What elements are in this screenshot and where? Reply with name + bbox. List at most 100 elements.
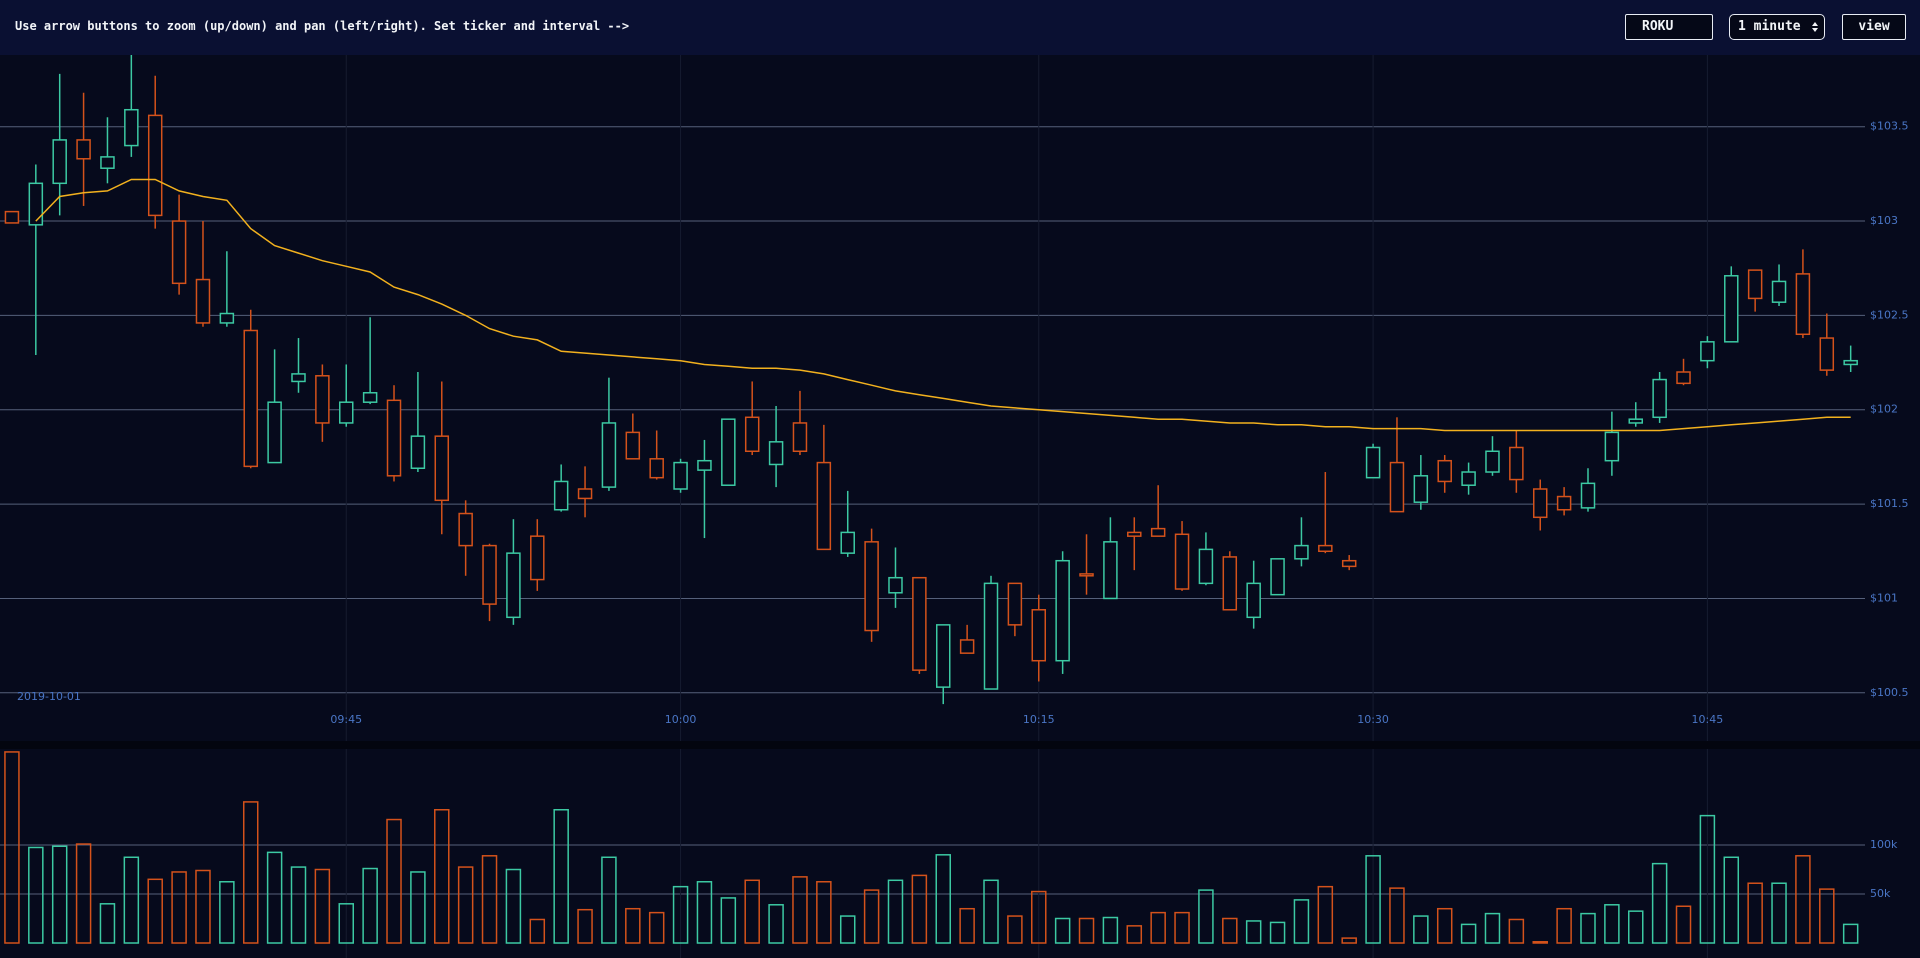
candle-body [649,458,664,479]
y-tick-label: $102 [1870,403,1898,416]
volume-bar [1174,911,1190,944]
candle-body [339,401,354,424]
volume-bar [1054,917,1071,944]
candle-body [1246,582,1261,619]
volume-bar [625,907,641,944]
candle-body [912,576,927,671]
volume-bar [529,918,546,944]
volume-bar [1198,889,1214,944]
ticker-input[interactable]: ROKU [1625,14,1713,40]
candle-body [1604,431,1620,462]
candle-body [1389,461,1405,513]
candle-body [553,480,569,511]
volume-bar [1699,814,1716,944]
candle-body [434,435,450,502]
volume-bar [887,879,904,944]
candle-body [1341,559,1357,568]
y-tick-label: $103.5 [1870,120,1909,133]
interval-select[interactable]: 1 minute [1729,14,1825,40]
candle-body [601,422,617,488]
candle-body [1318,544,1333,553]
x-tick-label: 10:30 [1357,713,1389,726]
volume-bar [51,845,68,944]
candle-body [816,461,832,551]
volume-bar [816,881,832,944]
candle-body [1103,541,1118,600]
view-button[interactable]: view [1842,14,1906,40]
volume-bar [1293,899,1310,944]
candle-body [1270,558,1285,596]
volume-bar [266,851,283,944]
volume-bar [672,885,689,944]
x-tick-label: 10:15 [1023,713,1055,726]
candle-body [744,416,760,453]
candle-body [1150,527,1166,537]
volume-bar [434,808,450,944]
candle-body [840,531,855,554]
volume-bar [457,866,474,944]
volume-bar [410,871,426,944]
volume-bar [1078,917,1095,944]
candle-body [219,312,235,324]
candle-body [792,422,808,453]
candle-body [1413,475,1429,503]
candle-body [52,139,67,185]
toolbar: Use arrow buttons to zoom (up/down) and … [0,0,1920,55]
volume-bar [99,903,116,944]
moving-average [35,178,1851,432]
volume-bar [553,808,569,944]
volume-bar [1556,907,1572,944]
candle-body [983,582,999,690]
volume-bar [1007,915,1023,944]
volume-bar [1532,941,1548,944]
volume-bar [1675,905,1692,944]
volume-bar [1126,925,1143,944]
y-tick-label: $102.5 [1870,308,1909,321]
volume-bar [1317,885,1334,944]
volume-bar [1413,915,1429,944]
volume-bar [1508,918,1525,944]
candle-body [386,399,402,477]
candle-body [243,329,258,468]
volume-bar [1723,856,1740,944]
candle-body [1843,359,1858,366]
volume-bar [1771,882,1787,944]
volume-bar [219,881,235,944]
volume-bar [1269,921,1286,944]
candle-body [410,435,426,469]
candle-body [935,624,951,688]
y-tick-label: $101 [1870,591,1898,604]
candle-body [147,114,163,217]
volume-bar [171,871,187,944]
candle-body [1676,371,1691,385]
candle-body [1532,488,1548,519]
candle-body [482,544,497,605]
candle-body [959,639,975,654]
x-tick-label: 10:45 [1692,713,1724,726]
candle-body [362,392,378,403]
volume-bar [792,876,808,944]
volume-bar [1604,904,1620,944]
y-tick-label: $103 [1870,214,1898,227]
volume-bar [839,915,856,944]
volume-bar [1747,882,1763,944]
volume-bar [744,879,760,944]
y-tick-label: $100.5 [1870,686,1909,699]
date-label: 2019-10-01 [17,690,81,703]
x-tick-label: 10:00 [665,713,697,726]
candle-body [1700,341,1715,362]
volume-bar [290,866,307,944]
volume-bar [1436,907,1453,944]
candle-body [1771,280,1787,303]
volume-bar [75,843,92,944]
volume-bar [338,903,355,944]
candle-body [315,375,330,424]
candle-body [768,441,784,466]
candle-body [1294,544,1309,560]
volume-bar [362,867,378,944]
candle-body [1079,573,1094,577]
candle-body [100,156,115,169]
candle-body [76,139,91,160]
volume-bar [601,856,617,944]
